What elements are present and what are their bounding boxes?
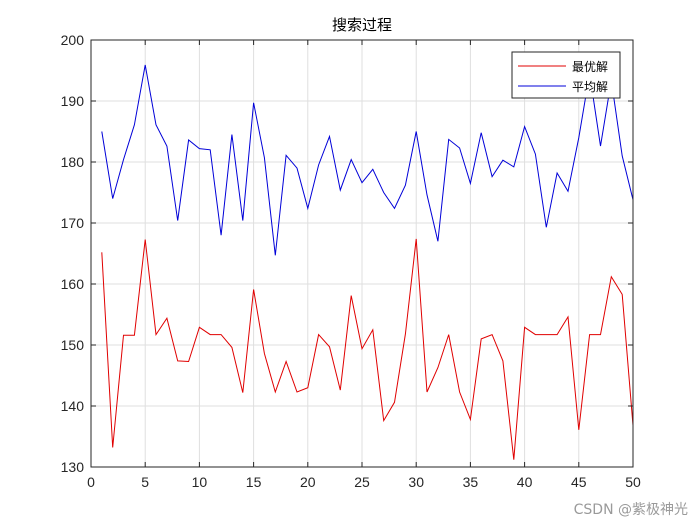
x-tick-label: 50 [625,474,641,490]
legend-label: 最优解 [572,60,608,74]
x-tick-label: 45 [571,474,587,490]
x-tick-label: 25 [354,474,370,490]
legend-box [511,51,621,99]
y-tick-label: 140 [61,398,85,414]
x-tick-label: 20 [300,474,316,490]
y-tick-label: 190 [61,93,85,109]
x-tick-label: 10 [192,474,208,490]
x-tick-label: 0 [87,474,95,490]
x-tick-label: 5 [141,474,149,490]
y-tick-label: 200 [61,32,85,48]
legend-label: 平均解 [572,80,608,94]
y-tick-label: 170 [61,215,85,231]
y-axis-ticks: 130 140 150 160 170 180 190 200 [61,32,633,475]
grid [91,40,633,467]
y-tick-label: 180 [61,154,85,170]
series-lines [101,64,634,460]
series-line-2 [101,64,634,256]
chart-title: 搜索过程 [332,16,392,34]
y-tick-label: 130 [61,459,85,475]
y-tick-label: 160 [61,276,85,292]
watermark: CSDN @紫极神光 [573,502,688,518]
y-tick-label: 150 [61,337,85,353]
x-tick-label: 30 [408,474,424,490]
x-tick-label: 40 [517,474,533,490]
x-tick-label: 35 [463,474,479,490]
x-tick-label: 15 [246,474,262,490]
x-axis-ticks: 0 5 10 15 20 25 30 35 40 45 50 [87,40,641,490]
series-line-1 [101,238,634,460]
